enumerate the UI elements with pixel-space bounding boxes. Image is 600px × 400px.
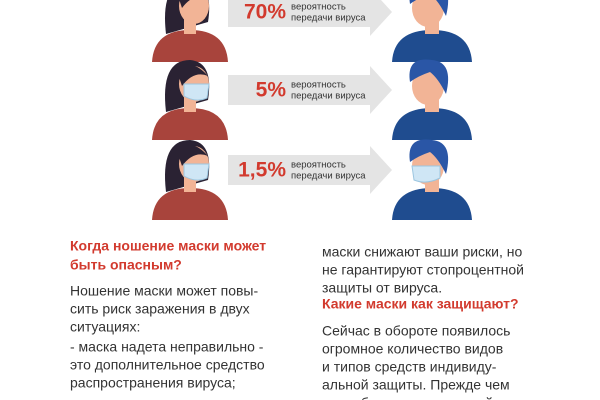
paragraph-line: подробно описать каждый из	[322, 395, 511, 400]
paragraph-line: сить риск заражения в двух	[70, 301, 250, 317]
man-figure	[392, 0, 472, 62]
percent: 1,5%	[238, 159, 286, 182]
paragraph-line: - маска надета неправильно -	[70, 339, 264, 355]
man-face	[412, 0, 444, 27]
paragraph-line: огромное количество видов	[322, 341, 503, 357]
arrow	[228, 146, 392, 194]
woman-hair-front	[176, 144, 208, 166]
percent-label: передачи вируса	[291, 91, 366, 102]
arrow	[228, 0, 392, 36]
percent-label: передачи вируса	[291, 171, 366, 182]
woman-shirt	[152, 30, 228, 62]
woman-figure	[152, 140, 228, 220]
percent: 70%	[244, 1, 286, 24]
woman-hair-front	[176, 64, 208, 86]
percent: 5%	[256, 79, 287, 102]
man-shirt	[392, 30, 472, 62]
man-hair	[409, 139, 449, 174]
paragraph-line: Ношение маски может повы-	[70, 283, 258, 299]
paragraph-line: маски снижают ваши риски, но	[322, 244, 523, 260]
mask	[183, 163, 210, 181]
paragraph-line: распространения вируса;	[70, 375, 236, 391]
man-hair	[409, 59, 449, 94]
woman-shirt	[152, 108, 228, 140]
percent-label: передачи вируса	[291, 13, 366, 24]
section-heading: Когда ношение маски может	[70, 238, 266, 254]
woman-shirt	[152, 188, 228, 220]
man-figure	[392, 139, 472, 220]
mask	[183, 83, 210, 101]
woman-figure	[152, 60, 228, 140]
percent-label: вероятность	[291, 2, 346, 13]
paragraph-line: ситуациях:	[70, 319, 140, 335]
paragraph-line: и типов средств индивиду-	[322, 359, 497, 375]
percent-label: вероятность	[291, 160, 346, 171]
paragraph-line: Сейчас в обороте появилось	[322, 323, 510, 339]
man-hair	[409, 0, 449, 16]
percent-label: вероятность	[291, 80, 346, 91]
woman-hair-front	[179, 0, 191, 8]
section-heading: Какие маски как защищают?	[322, 296, 519, 312]
woman-face	[179, 0, 209, 24]
man-figure	[392, 59, 472, 140]
mask	[411, 165, 441, 183]
paragraph-line: альной защиты. Прежде чем	[322, 377, 510, 393]
man-shirt	[392, 108, 472, 140]
section-heading: быть опасным?	[70, 257, 182, 273]
paragraph-line: защиты от вируса.	[322, 280, 442, 296]
woman-figure	[152, 0, 228, 62]
arrow	[228, 66, 392, 114]
paragraph-line: не гарантируют стопроцентной	[322, 262, 524, 278]
man-shirt	[392, 188, 472, 220]
paragraph-line: это дополнительное средство	[70, 357, 265, 373]
